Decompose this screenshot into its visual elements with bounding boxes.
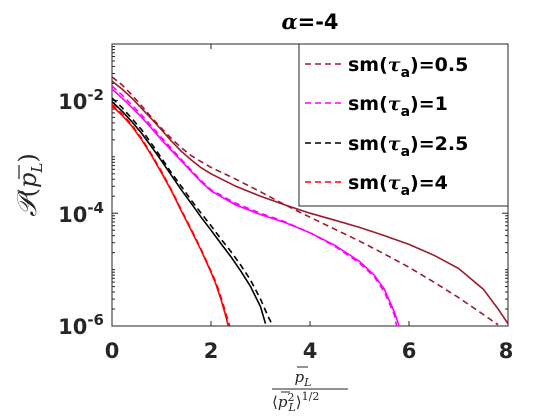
- x-axis-label: pL ⟨p2 L⟩1/2: [272, 366, 348, 414]
- x-tick-label: 2: [204, 339, 219, 363]
- legend: sm(τa)=0.5 sm(τa)=1 sm(τa)=2.5 sm(τa)=4: [298, 43, 509, 207]
- chart-title: α=-4: [281, 9, 338, 34]
- y-tick-label: 10-4: [58, 199, 104, 227]
- curves: [112, 76, 508, 326]
- x-tick-label: 8: [499, 339, 514, 363]
- svg-text:⟨p2L⟩1/2: ⟨p2 L⟩1/2: [272, 390, 319, 414]
- series-line-3-solid: [112, 101, 267, 324]
- x-tick-label: 6: [402, 339, 417, 363]
- series-line-3-dashed: [112, 97, 274, 326]
- series-line-2-dashed: [112, 85, 398, 326]
- series-line-2-solid: [112, 88, 400, 326]
- series-line-4-dashed: [112, 103, 231, 326]
- svg-text:pL: pL: [295, 368, 312, 389]
- x-tick-label: 4: [303, 339, 318, 363]
- x-tick-label: 0: [105, 339, 120, 363]
- series-line-1-dashed: [112, 76, 499, 326]
- y-tick-label: 10-2: [58, 86, 104, 114]
- series-line-1-solid: [112, 80, 508, 325]
- svg-text:𝒫(pL): 𝒫(pL): [12, 153, 46, 217]
- y-axis-label: 𝒫(pL): [12, 153, 46, 217]
- legend-box: [298, 43, 509, 207]
- y-tick-label: 10-6: [58, 311, 104, 339]
